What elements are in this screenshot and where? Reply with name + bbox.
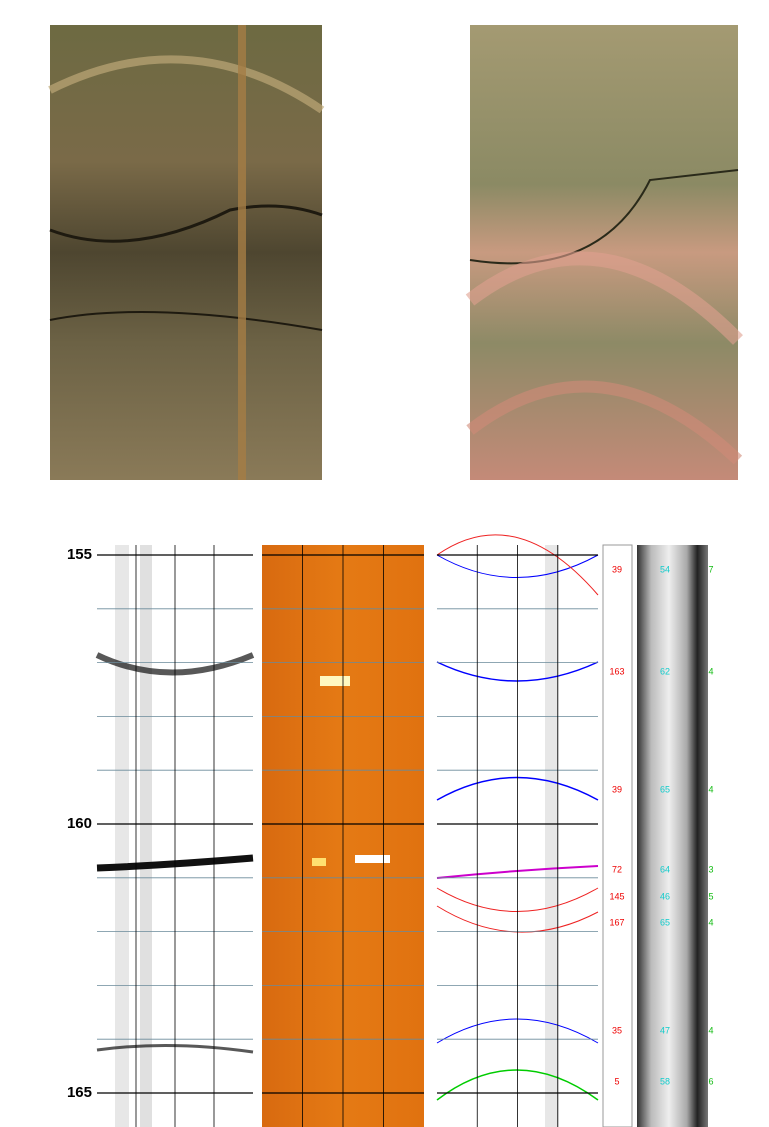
dip-value: 39	[612, 784, 622, 794]
log-image	[637, 545, 708, 1127]
dip-value: 35	[612, 1025, 622, 1035]
dip-value: 5	[614, 1076, 619, 1086]
pick-id: 62	[660, 666, 670, 676]
depth-label: 165	[67, 1084, 92, 1101]
pick-class: 4	[708, 784, 713, 794]
pick-id: 65	[660, 784, 670, 794]
dip-value: 72	[612, 864, 622, 874]
dip-column	[603, 545, 632, 1127]
pick-class: 7	[708, 564, 713, 574]
pick-class: 4	[708, 917, 713, 927]
pick-id: 54	[660, 564, 670, 574]
depth-label: 160	[67, 815, 92, 832]
pick-id: 47	[660, 1025, 670, 1035]
core-photo-left	[50, 25, 322, 480]
pick-class: 6	[708, 1076, 713, 1086]
pick-id: 46	[660, 891, 670, 901]
dip-value: 163	[609, 666, 624, 676]
dip-value: 145	[609, 891, 624, 901]
pick-class: 3	[708, 864, 713, 874]
dip-value: 39	[612, 564, 622, 574]
borehole-figure: 1551601653954716362439654726431454651676…	[0, 0, 769, 1127]
pick-id: 65	[660, 917, 670, 927]
pick-class: 4	[708, 666, 713, 676]
pick-id: 64	[660, 864, 670, 874]
pick-class: 5	[708, 891, 713, 901]
core-photo-right	[470, 25, 738, 480]
depth-label: 155	[67, 546, 92, 563]
figure: 1551601653954716362439654726431454651676…	[0, 0, 769, 1127]
dip-value: 167	[609, 917, 624, 927]
pick-id: 58	[660, 1076, 670, 1086]
pick-class: 4	[708, 1025, 713, 1035]
